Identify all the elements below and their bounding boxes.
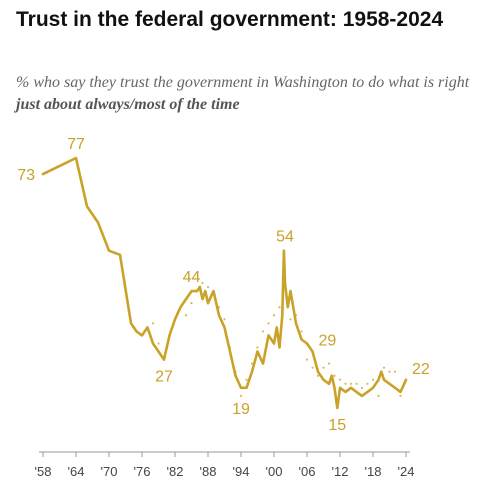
data-label: 77 [67, 136, 85, 153]
x-tick-label: '94 [233, 464, 250, 479]
data-label: 27 [155, 369, 173, 386]
survey-point [184, 314, 188, 317]
x-tick-label: '64 [68, 464, 85, 479]
survey-point [261, 330, 265, 333]
survey-point [388, 370, 391, 373]
survey-point [344, 382, 347, 385]
survey-point [256, 346, 259, 349]
survey-point [278, 306, 281, 309]
chart-subtitle: % who say they trust the government in W… [16, 72, 486, 116]
survey-point [157, 342, 160, 345]
data-label: 54 [276, 229, 294, 246]
survey-point [223, 318, 226, 321]
survey-point [393, 370, 397, 373]
survey-point [300, 330, 303, 333]
survey-point [245, 378, 248, 381]
survey-point [190, 302, 193, 305]
x-tick-label: '12 [332, 464, 349, 479]
survey-point [333, 374, 336, 377]
survey-point [151, 322, 155, 325]
x-tick-label: '82 [167, 464, 184, 479]
survey-point [305, 358, 309, 361]
x-tick-label: '58 [35, 464, 52, 479]
survey-point [377, 394, 380, 398]
survey-point [399, 394, 402, 398]
survey-point [239, 394, 243, 398]
survey-point [201, 281, 204, 285]
survey-point [316, 374, 320, 377]
x-tick-label: '06 [299, 464, 316, 479]
survey-point [272, 314, 276, 317]
x-tick-label: '70 [101, 464, 118, 479]
data-label: 73 [17, 167, 35, 184]
survey-point [349, 382, 353, 385]
survey-point [366, 382, 369, 385]
survey-point [327, 362, 331, 365]
survey-point [311, 366, 314, 369]
x-tick-label: '00 [266, 464, 283, 479]
survey-point [338, 378, 342, 381]
subtitle-emphasis: just about always/most of the time [16, 96, 240, 113]
chart-title: Trust in the federal government: 1958-20… [16, 8, 444, 31]
data-label: 15 [328, 417, 346, 434]
data-label: 22 [412, 361, 430, 378]
data-label: 44 [183, 269, 201, 286]
data-label: 29 [319, 333, 337, 350]
survey-point [382, 366, 386, 369]
survey-point [289, 318, 292, 321]
survey-point [267, 322, 270, 325]
x-tick-label: '18 [365, 464, 382, 479]
survey-point [355, 382, 358, 385]
survey-point [322, 366, 325, 369]
survey-point [360, 386, 364, 389]
subtitle-text: % who say they trust the government in W… [16, 74, 470, 91]
x-tick-label: '76 [134, 464, 151, 479]
x-tick-label: '24 [398, 464, 415, 479]
x-tick-label: '88 [200, 464, 217, 479]
trust-trend-line [41, 156, 408, 410]
survey-point [371, 378, 375, 381]
survey-point [250, 362, 254, 365]
survey-point [206, 285, 210, 289]
data-label: 19 [232, 401, 250, 418]
